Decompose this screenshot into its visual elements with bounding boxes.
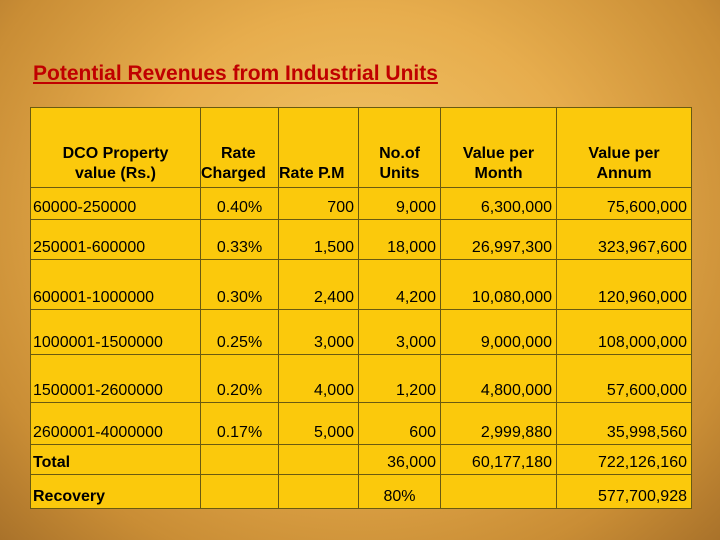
rate-cell: 0.40% — [200, 187, 279, 220]
total-month: 60,177,180 — [440, 444, 557, 475]
empty-cell — [278, 444, 359, 475]
annum-cell: 75,600,000 — [556, 187, 692, 220]
units-cell: 4,200 — [358, 259, 441, 310]
rate-cell: 0.17% — [200, 402, 279, 445]
empty-cell — [200, 474, 279, 509]
rate-cell: 0.20% — [200, 354, 279, 403]
rate-pm-cell: 2,400 — [278, 259, 359, 310]
range-cell: 1000001-1500000 — [30, 309, 201, 355]
rate-pm-cell: 3,000 — [278, 309, 359, 355]
rate-pm-cell: 4,000 — [278, 354, 359, 403]
header-row: DCO Property value (Rs.) Rate Charged Ra… — [30, 107, 692, 188]
range-cell: 1500001-2600000 — [30, 354, 201, 403]
month-cell: 4,800,000 — [440, 354, 557, 403]
table-row: 60000-250000 0.40% 700 9,000 6,300,000 7… — [30, 187, 692, 220]
rate-pm-cell: 700 — [278, 187, 359, 220]
total-units: 36,000 — [358, 444, 441, 475]
empty-cell — [440, 474, 557, 509]
units-cell: 9,000 — [358, 187, 441, 220]
recovery-label: Recovery — [30, 474, 201, 509]
page-title: Potential Revenues from Industrial Units — [33, 62, 438, 85]
month-cell: 10,080,000 — [440, 259, 557, 310]
rate-cell: 0.25% — [200, 309, 279, 355]
month-cell: 9,000,000 — [440, 309, 557, 355]
header-rate-charged: Rate Charged — [200, 107, 279, 188]
month-cell: 6,300,000 — [440, 187, 557, 220]
table-row: 600001-1000000 0.30% 2,400 4,200 10,080,… — [30, 259, 692, 310]
range-cell: 600001-1000000 — [30, 259, 201, 310]
units-cell: 1,200 — [358, 354, 441, 403]
annum-cell: 108,000,000 — [556, 309, 692, 355]
annum-cell: 35,998,560 — [556, 402, 692, 445]
header-property-value: DCO Property value (Rs.) — [30, 107, 201, 188]
header-value-annum: Value per Annum — [556, 107, 692, 188]
total-annum: 722,126,160 — [556, 444, 692, 475]
revenue-table: DCO Property value (Rs.) Rate Charged Ra… — [30, 107, 692, 509]
empty-cell — [200, 444, 279, 475]
empty-cell — [278, 474, 359, 509]
table-row: 1000001-1500000 0.25% 3,000 3,000 9,000,… — [30, 309, 692, 355]
annum-cell: 323,967,600 — [556, 219, 692, 260]
rate-pm-cell: 1,500 — [278, 219, 359, 260]
rate-cell: 0.33% — [200, 219, 279, 260]
recovery-annum: 577,700,928 — [556, 474, 692, 509]
annum-cell: 57,600,000 — [556, 354, 692, 403]
units-cell: 18,000 — [358, 219, 441, 260]
recovery-units: 80% — [358, 474, 441, 509]
units-cell: 600 — [358, 402, 441, 445]
total-row: Total 36,000 60,177,180 722,126,160 — [30, 444, 692, 475]
month-cell: 26,997,300 — [440, 219, 557, 260]
units-cell: 3,000 — [358, 309, 441, 355]
rate-cell: 0.30% — [200, 259, 279, 310]
total-label: Total — [30, 444, 201, 475]
annum-cell: 120,960,000 — [556, 259, 692, 310]
header-rate-pm: Rate P.M — [278, 107, 359, 188]
range-cell: 60000-250000 — [30, 187, 201, 220]
range-cell: 250001-600000 — [30, 219, 201, 260]
table-row: 1500001-2600000 0.20% 4,000 1,200 4,800,… — [30, 354, 692, 403]
table-row: 250001-600000 0.33% 1,500 18,000 26,997,… — [30, 219, 692, 260]
rate-pm-cell: 5,000 — [278, 402, 359, 445]
range-cell: 2600001-4000000 — [30, 402, 201, 445]
header-value-month: Value per Month — [440, 107, 557, 188]
table-row: 2600001-4000000 0.17% 5,000 600 2,999,88… — [30, 402, 692, 445]
month-cell: 2,999,880 — [440, 402, 557, 445]
header-units: No.of Units — [358, 107, 441, 188]
recovery-row: Recovery 80% 577,700,928 — [30, 474, 692, 509]
